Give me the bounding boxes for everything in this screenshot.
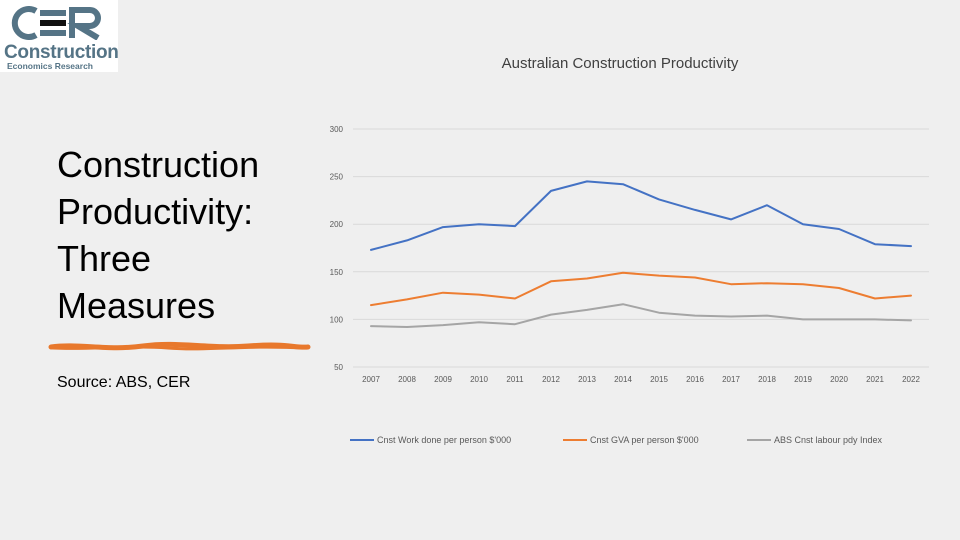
slide-title-line: Productivity: xyxy=(57,191,254,232)
x-tick-label: 2015 xyxy=(650,375,668,384)
legend-swatch xyxy=(747,439,771,441)
chart-title: Australian Construction Productivity xyxy=(501,55,739,72)
y-tick-label: 150 xyxy=(330,268,344,277)
cer-logo: Construction Economics Research xyxy=(0,0,119,72)
x-tick-label: 2010 xyxy=(470,375,488,384)
title-underline xyxy=(48,341,311,351)
x-tick-label: 2017 xyxy=(722,375,740,384)
x-tick-label: 2007 xyxy=(362,375,380,384)
series-line-2 xyxy=(370,271,912,307)
cer-logo-mark xyxy=(11,6,101,40)
x-tick-label: 2008 xyxy=(398,375,416,384)
legend-item: Cnst Work done per person $'000 xyxy=(350,434,511,446)
y-tick-label: 250 xyxy=(330,173,344,182)
x-tick-label: 2019 xyxy=(794,375,812,384)
slide-title-line: Measures xyxy=(57,285,216,326)
y-tick-label: 100 xyxy=(330,315,344,324)
y-tick-label: 300 xyxy=(330,125,344,134)
slide-title-line: Construction xyxy=(57,144,260,185)
x-tick-label: 2021 xyxy=(866,375,884,384)
series-line-3 xyxy=(370,303,912,328)
slide-title: Construction Productivity: Three Measure… xyxy=(57,141,307,329)
legend-label: Cnst Work done per person $'000 xyxy=(377,435,512,445)
y-tick-label: 200 xyxy=(330,220,344,229)
source-note: Source: ABS, CER xyxy=(57,374,191,391)
legend-swatch xyxy=(350,439,374,441)
x-tick-label: 2020 xyxy=(830,375,848,384)
slide-title-line: Three xyxy=(57,238,152,279)
series-line-1 xyxy=(370,180,912,251)
x-tick-label: 2022 xyxy=(902,375,920,384)
logo-line-1: Construction xyxy=(4,42,119,63)
logo-line-2: Economics Research xyxy=(7,61,93,71)
x-tick-label: 2014 xyxy=(614,375,632,384)
y-tick-label: 50 xyxy=(334,363,343,372)
legend-item: Cnst GVA per person $'000 xyxy=(563,434,699,446)
x-tick-label: 2018 xyxy=(758,375,776,384)
legend-label: Cnst GVA per person $'000 xyxy=(590,435,699,445)
legend-item: ABS Cnst labour pdy Index xyxy=(747,434,882,446)
x-tick-label: 2016 xyxy=(686,375,704,384)
x-tick-label: 2009 xyxy=(434,375,452,384)
x-tick-label: 2012 xyxy=(542,375,560,384)
x-tick-label: 2013 xyxy=(578,375,596,384)
legend-label: ABS Cnst labour pdy Index xyxy=(774,435,883,445)
x-tick-label: 2011 xyxy=(506,375,524,384)
legend-swatch xyxy=(563,439,587,441)
